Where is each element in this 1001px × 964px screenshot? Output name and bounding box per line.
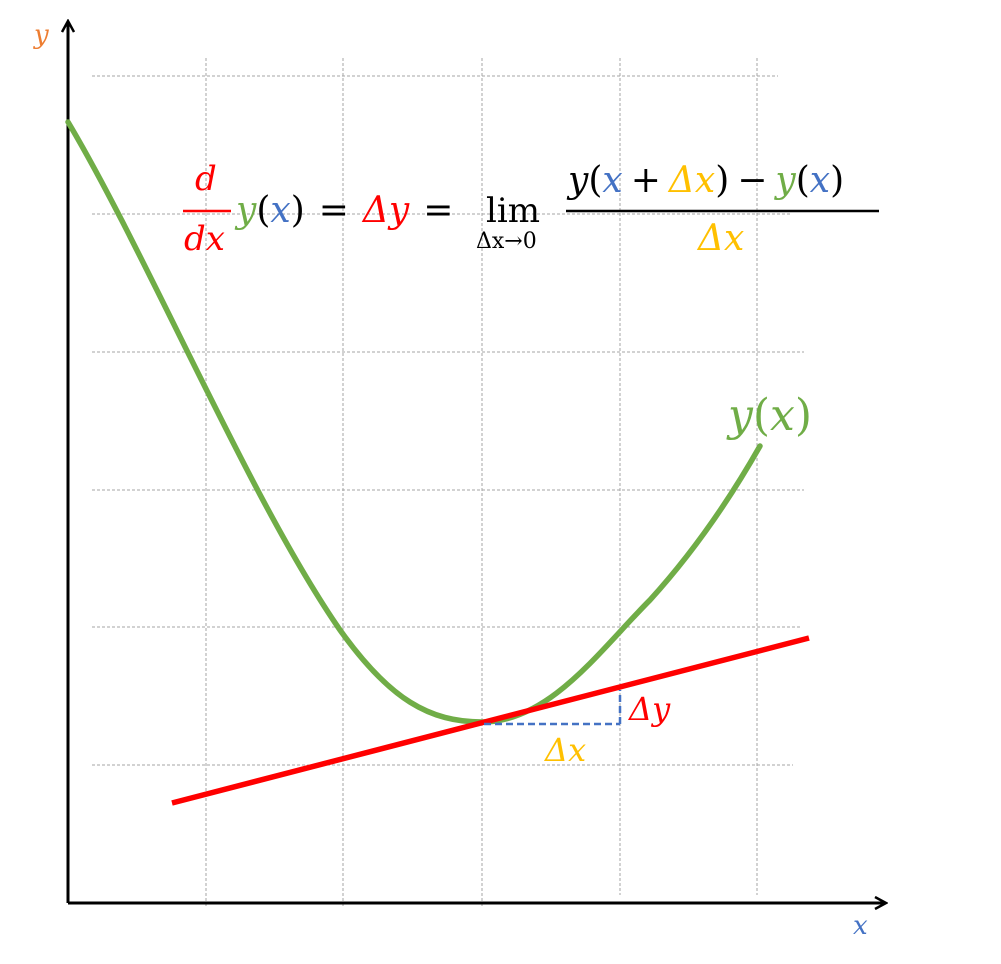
eq-num-dx: Δx — [667, 160, 715, 201]
curve-label-x: x — [770, 390, 795, 441]
curve-label-close: ) — [795, 390, 812, 441]
eq-num-close1: ) — [715, 160, 729, 201]
eq-main-row: y(x) = Δy = — [234, 190, 453, 231]
eq-num-x2: x — [810, 160, 830, 201]
eq-numerator: y(x + Δx) − y(x) — [566, 160, 844, 201]
eq-fn-y: y — [234, 190, 257, 231]
eq-denominator-dx: Δx — [696, 218, 744, 259]
eq-num-y2: y — [773, 160, 796, 201]
eq-num-close2: ) — [830, 160, 844, 201]
eq-num-minus: − — [737, 160, 767, 201]
eq-num-y1: y — [566, 160, 589, 201]
eq-d-denominator: dx — [184, 219, 225, 259]
eq-num-x: x — [602, 160, 622, 201]
grid — [92, 58, 804, 908]
tangent-line — [171, 635, 810, 806]
eq-num-plus: + — [631, 160, 661, 201]
delta-x-label: Δx — [543, 731, 586, 769]
eq-fn-x: x — [270, 190, 290, 231]
eq-num-open2: ( — [796, 160, 810, 201]
x-axis-label: x — [853, 911, 868, 941]
delta-y-label: Δy — [627, 690, 671, 728]
curve-y-of-x — [65, 119, 763, 725]
curve-label-open: ( — [753, 390, 770, 441]
curve-label-y: y — [726, 390, 754, 441]
eq-fn-open: ( — [256, 190, 270, 231]
eq-lim: lim — [486, 191, 540, 231]
delta-triangle — [484, 690, 622, 726]
eq-fn-close: ) — [291, 190, 305, 231]
eq-delta-y: Δy — [361, 190, 410, 231]
eq-equals-2: = — [423, 190, 453, 231]
eq-lim-subscript: Δx→0 — [476, 229, 537, 254]
y-axis-label: y — [33, 20, 49, 50]
curve-label: y(x) — [726, 390, 812, 441]
eq-equals-1: = — [319, 190, 349, 231]
eq-d-numerator: d — [195, 159, 217, 199]
derivative-equation: d dx y(x) = Δy = lim Δx→0 y(x + Δx) − y(x) Δx — [183, 159, 879, 259]
eq-num-open1: ( — [588, 160, 602, 201]
